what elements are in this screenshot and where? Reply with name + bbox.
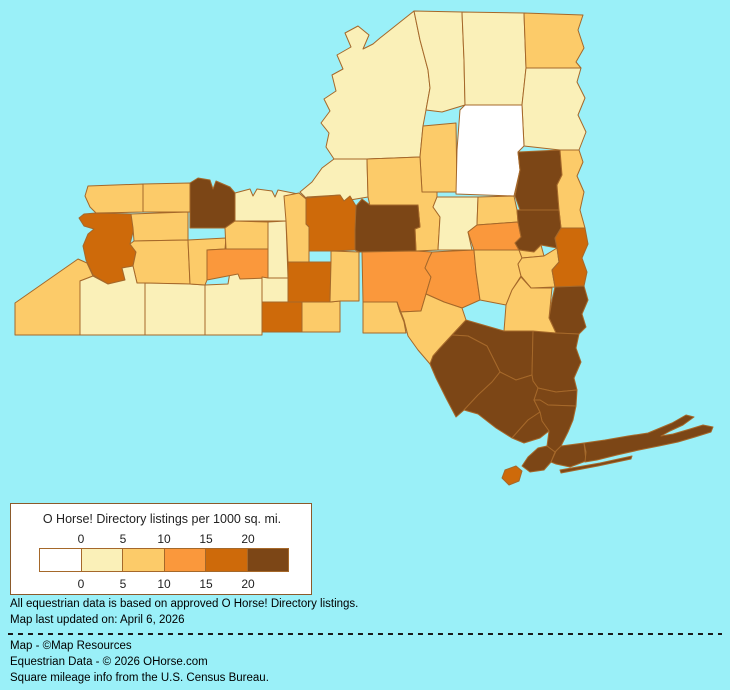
map-credit: Map - ©Map Resources [10,640,132,652]
county-dutchess [531,330,582,393]
county-seneca [267,220,289,279]
county-wayne [234,188,299,222]
county-steuben [204,271,263,336]
legend-ticks-top: 0 5 10 15 20 [11,532,311,546]
county-cayuga [283,192,310,263]
legend-tick: 10 [157,532,171,546]
county-columbia [548,285,589,335]
legend: O Horse! Directory listings per 1000 sq.… [10,503,312,595]
legend-swatch-2 [122,549,164,571]
county-ontario [224,220,269,250]
county-washington [556,149,586,229]
county-genesee [130,211,189,242]
census-credit: Square mileage info from the U.S. Census… [10,672,269,684]
legend-tick: 20 [241,577,255,591]
legend-swatch-3 [163,549,205,571]
county-warren [514,149,563,211]
legend-swatch-4 [205,549,247,571]
county-oswego [299,158,369,202]
county-hamilton [455,104,525,197]
dashed-separator [8,633,722,635]
legend-swatch-5 [246,549,288,571]
county-madison [354,198,421,253]
legend-tick: 0 [77,577,85,591]
legend-swatch-0 [40,549,81,571]
legend-title: O Horse! Directory listings per 1000 sq.… [42,512,282,526]
county-wyoming [129,239,191,285]
county-schenectady [518,244,545,259]
last-updated-note: Map last updated on: April 6, 2026 [10,614,185,626]
county-niagara [84,183,144,214]
county-montgomery [467,221,522,251]
legend-tick: 15 [199,532,213,546]
county-suffolk [583,414,714,463]
county-tioga [301,300,341,333]
county-orleans [142,182,191,213]
county-allegany [144,282,206,336]
legend-tick: 20 [241,532,255,546]
county-nassau [550,442,587,468]
legend-tick: 5 [119,577,127,591]
new-york-county-map [14,10,714,486]
county-new-york-city [521,445,556,473]
county-schuyler [261,276,289,303]
county-yates [206,248,269,281]
legend-tick: 0 [77,532,85,546]
county-rensselaer [551,227,589,288]
county-franklin [461,11,527,106]
legend-tick: 10 [157,577,171,591]
legend-color-ramp [39,548,289,572]
county-richmond-staten-island [501,465,523,486]
county-cortland [329,250,360,303]
county-tompkins [287,261,332,303]
legend-tick: 15 [199,577,213,591]
county-monroe [189,177,236,229]
legend-swatch-1 [80,549,122,571]
legend-ticks-bottom: 0 5 10 15 20 [11,577,311,591]
county-chemung [261,301,303,333]
county-onondaga [305,194,357,252]
long-island-barrier-island [559,455,633,474]
county-clinton [523,12,585,69]
county-essex [521,67,587,151]
county-jefferson [320,10,431,160]
legend-tick: 5 [119,532,127,546]
county-saratoga [514,209,562,253]
county-lewis [419,122,458,193]
data-credit: Equestrian Data - © 2026 OHorse.com [10,656,208,668]
county-cattaraugus [79,265,146,336]
county-fulton [476,195,519,226]
county-rockland [511,411,550,444]
data-disclaimer: All equestrian data is based on approved… [10,598,359,610]
